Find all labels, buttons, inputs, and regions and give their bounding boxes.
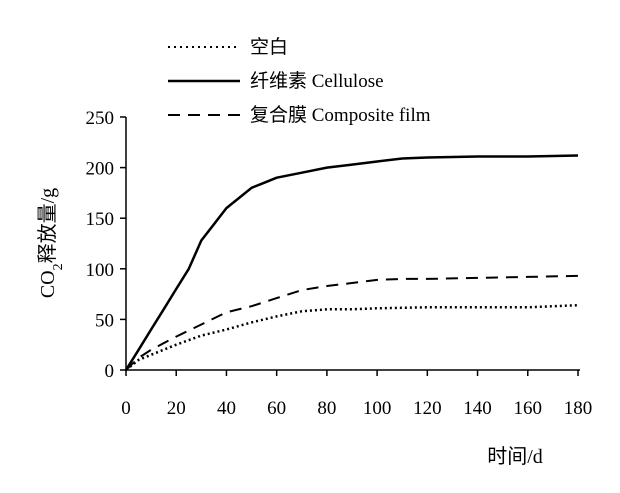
x-tick-label: 60 (267, 398, 286, 419)
x-ticks: 0 20 40 60 80 100 120 140 160 180 (121, 370, 592, 419)
y-tick-label: 0 (105, 361, 115, 382)
series-line-composite (125, 274, 579, 371)
x-tick-label: 20 (167, 398, 186, 419)
x-tick-label: 0 (121, 398, 131, 419)
legend-label-composite: 复合膜 Composite film (250, 104, 431, 126)
x-tick-label: 100 (363, 398, 392, 419)
x-tick-label: 40 (217, 398, 236, 419)
x-axis-title: 时间/d (487, 445, 543, 468)
series-lines (124, 154, 579, 371)
x-tick-label: 160 (514, 398, 543, 419)
y-tick-label: 150 (86, 209, 115, 230)
y-axis-title: CO2释放量/g (36, 188, 66, 298)
y-tick-label: 100 (86, 260, 115, 281)
y-axis-title-main: CO (37, 270, 59, 298)
y-axis-title-rest: 释放量/g (36, 188, 59, 264)
legend: 空白 纤维素 Cellulose 复合膜 Composite film (168, 36, 431, 126)
x-tick-label: 140 (463, 398, 492, 419)
series-line-cellulose (124, 154, 579, 371)
y-axis-title-sub: 2 (51, 263, 66, 270)
x-tick-label: 120 (413, 398, 442, 419)
y-tick-label: 250 (86, 108, 115, 129)
x-tick-label: 180 (564, 398, 593, 419)
y-ticks: 0 50 100 150 200 250 (86, 108, 126, 382)
series-line-blank (125, 303, 579, 371)
x-tick-label: 80 (317, 398, 336, 419)
legend-label-cellulose: 纤维素 Cellulose (250, 70, 384, 92)
y-tick-label: 50 (95, 310, 114, 331)
legend-label-blank: 空白 (250, 36, 288, 58)
y-tick-label: 200 (86, 159, 115, 180)
